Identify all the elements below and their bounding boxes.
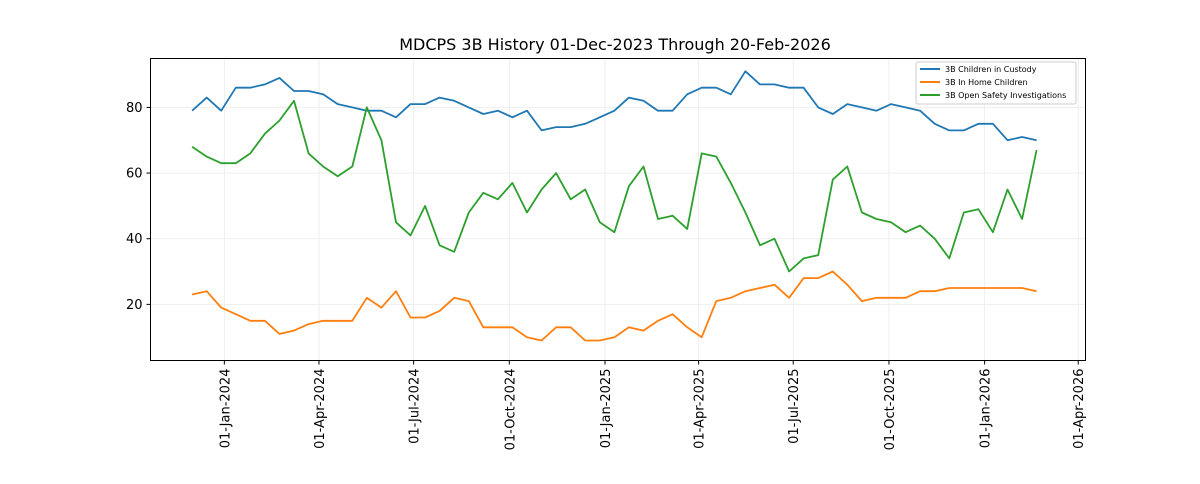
y-tick-label: 20 (126, 298, 143, 313)
x-tick-label: 01-Apr-2024 (313, 369, 328, 449)
x-tick-label: 01-Oct-2025 (883, 369, 898, 451)
chart-title: MDCPS 3B History 01-Dec-2023 Through 20-… (399, 35, 831, 54)
x-axis: 01-Jan-2024 01-Apr-2024 01-Jul-2024 01-Oct-… (218, 360, 1087, 451)
y-tick-label: 40 (126, 232, 143, 247)
x-tick-label: 01-Jan-2026 (979, 369, 994, 449)
y-tick-label: 60 (126, 167, 143, 182)
x-tick-label: 01-Oct-2024 (503, 369, 518, 451)
x-tick-label: 01-Apr-2026 (1072, 369, 1087, 449)
plot-frame (150, 58, 1086, 361)
y-axis: 20 40 60 80 (126, 101, 151, 313)
x-tick-label: 01-Jan-2024 (218, 369, 233, 449)
series-line-2 (191, 99, 1038, 273)
legend: 3B Children in Custody 3B In Home Childre… (915, 61, 1077, 105)
legend-label: 3B Children in Custody (945, 65, 1037, 74)
series-line-1 (191, 270, 1037, 342)
x-tick-label: 01-Jan-2025 (599, 369, 614, 449)
y-tick-label: 80 (126, 101, 143, 116)
x-tick-label: 01-Jul-2025 (787, 369, 802, 444)
x-tick-label: 01-Jul-2024 (408, 369, 423, 444)
series-line-0 (191, 70, 1037, 142)
legend-box (915, 61, 1077, 105)
legend-label: 3B Open Safety Investigations (945, 91, 1066, 100)
series-lines (191, 70, 1038, 342)
x-tick-label: 01-Apr-2025 (693, 369, 708, 449)
legend-label: 3B In Home Children (945, 78, 1028, 87)
